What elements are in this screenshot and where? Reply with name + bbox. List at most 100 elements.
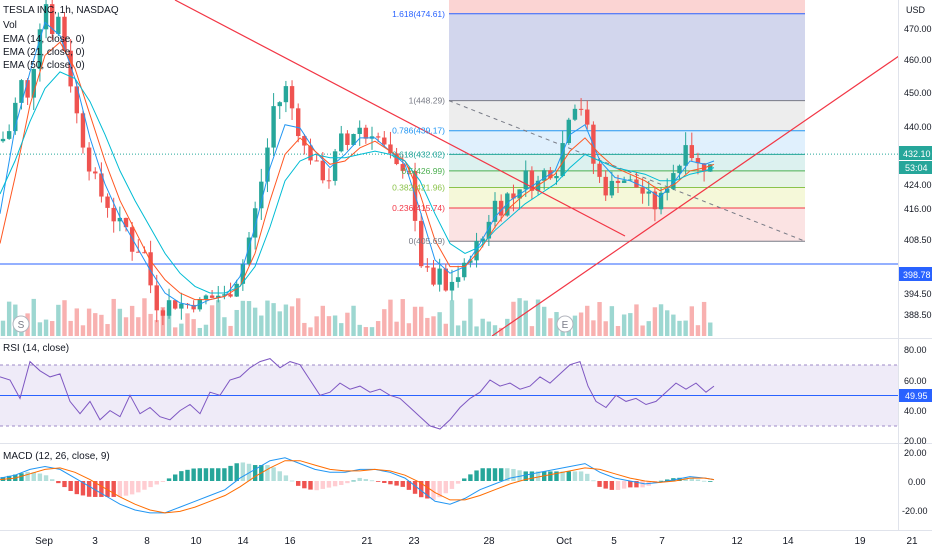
candle-body	[646, 191, 651, 194]
indicator-ema21[interactable]: EMA (21, close, 0)	[3, 47, 85, 58]
ascending-trend-line	[491, 55, 898, 336]
time-axis[interactable]: Sep 3 8 10 14 16 21 23 28 Oct 5 7 12 14 …	[0, 530, 932, 548]
macd-hist-bar	[474, 470, 479, 481]
macd-hist-bar	[437, 481, 442, 498]
volume-bar	[296, 298, 301, 336]
fibonacci-retracement[interactable]	[448, 0, 806, 242]
macd-hist-bar	[308, 481, 313, 490]
macd-hist-bar	[99, 481, 104, 497]
candle-body	[351, 133, 356, 145]
candle-body	[468, 260, 473, 263]
macd-hist-bar	[363, 479, 369, 481]
time-tick: 14	[237, 536, 249, 547]
volume-bar	[320, 305, 325, 336]
candle-body	[6, 131, 12, 139]
event-marker-e[interactable]: E	[556, 315, 574, 333]
candle-body	[31, 68, 36, 98]
macd-tick: 0.00	[908, 477, 926, 487]
volume-bar	[486, 321, 492, 336]
macd-hist-bar	[621, 481, 627, 489]
volume-bar	[142, 298, 147, 336]
fib-level-label: 0.236(415.74)	[392, 203, 445, 213]
macd-hist-bar	[412, 481, 418, 494]
fib-zone	[449, 130, 805, 155]
macd-hist-bar	[332, 481, 338, 487]
indicator-ema50[interactable]: EMA (50, close, 0)	[3, 60, 85, 71]
macd-hist-bar	[271, 467, 276, 481]
volume-bar	[388, 299, 393, 336]
candle-body	[191, 304, 196, 310]
volume-bar	[197, 327, 202, 336]
rsi-line	[0, 358, 715, 430]
macd-hist-bar	[148, 481, 153, 488]
volume-bar	[683, 320, 688, 336]
macd-hist-bar	[117, 481, 123, 497]
price-tick: 388.50	[904, 310, 932, 320]
candle-body	[252, 208, 258, 238]
macd-hist-bar	[339, 481, 344, 485]
indicator-ema14[interactable]: EMA (14, close, 0)	[3, 34, 85, 45]
symbol-title[interactable]: TESLA INC, 1h, NASDAQ	[3, 5, 119, 16]
macd-title[interactable]: MACD (12, 26, close, 9)	[3, 451, 110, 462]
time-tick: 10	[190, 536, 202, 547]
volume-bar	[677, 320, 682, 336]
volume-bar	[634, 304, 639, 336]
candle-body	[271, 106, 276, 148]
candle-body	[621, 180, 627, 183]
candle-body	[136, 251, 141, 253]
indicator-vol[interactable]: Vol	[3, 20, 17, 31]
candle-body	[431, 267, 436, 285]
candle-body	[99, 173, 104, 197]
volume-bar	[326, 316, 332, 336]
candle-body	[289, 86, 295, 109]
macd-hist-bar	[449, 481, 455, 489]
volume-bar	[646, 321, 651, 336]
price-axis[interactable]: USD 470.00 460.00 450.00 440.00 424.00 4…	[898, 0, 932, 530]
volume-bar	[86, 308, 92, 336]
candle-body	[314, 160, 319, 162]
candle-body	[609, 180, 615, 196]
volume-bar	[462, 320, 467, 336]
fib-zone	[449, 100, 805, 131]
macd-lines	[0, 457, 715, 514]
volume-bar	[173, 327, 178, 336]
macd-pane: MACD (12, 26, close, 9)	[0, 451, 715, 514]
candle-body	[56, 16, 61, 34]
candle-body	[455, 277, 461, 282]
volume-bars	[0, 298, 713, 336]
candle-body	[603, 176, 608, 196]
volume-bar	[105, 324, 110, 336]
event-marker-e-label: E	[562, 320, 569, 331]
candle-body	[93, 171, 98, 174]
candle-body	[394, 153, 399, 165]
candle-body	[234, 283, 239, 297]
candle-body	[425, 266, 430, 268]
macd-hist-bar	[628, 481, 633, 488]
macd-hist-bar	[603, 481, 608, 489]
macd-hist-bar	[517, 470, 522, 481]
volume-bar	[542, 306, 547, 336]
volume-bar	[246, 301, 252, 336]
macd-hist-bar	[277, 471, 282, 481]
rsi-title[interactable]: RSI (14, close)	[3, 343, 69, 354]
currency-label: USD	[906, 5, 926, 15]
candle-body	[542, 170, 547, 181]
event-marker-s[interactable]: S	[12, 315, 30, 333]
candle-body	[375, 136, 381, 138]
hline-price-badge	[899, 267, 932, 281]
macd-tick: 20.00	[904, 448, 927, 458]
macd-hist-bar	[283, 475, 289, 481]
trend-lines[interactable]	[174, 0, 928, 336]
macd-hist-bar	[351, 480, 356, 482]
macd-hist-bar	[375, 481, 381, 482]
volume-bar	[93, 313, 98, 336]
candle-body	[240, 264, 246, 284]
volume-bar	[585, 305, 590, 336]
volume-bar	[314, 316, 319, 336]
macd-hist-bar	[511, 468, 516, 481]
macd-hist-bar	[265, 465, 270, 481]
volume-bar	[6, 301, 12, 336]
macd-hist-bar	[523, 471, 528, 481]
rsi-value-label: 49.95	[905, 391, 928, 401]
